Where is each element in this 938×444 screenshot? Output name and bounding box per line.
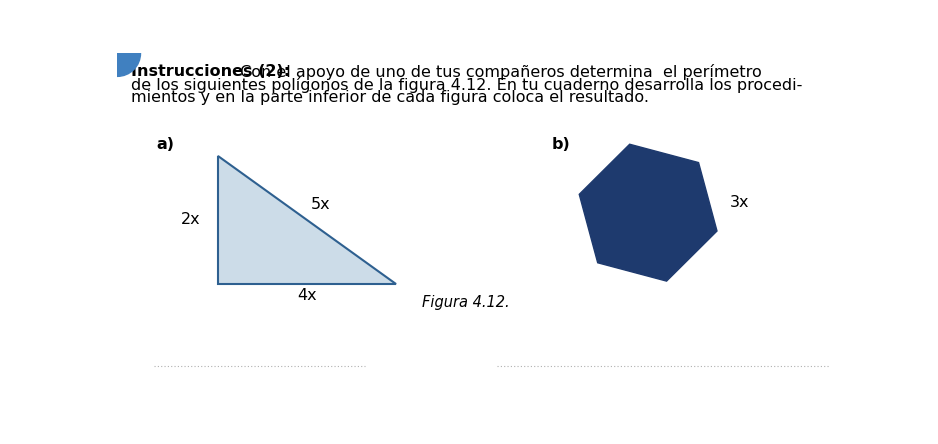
Text: 2x: 2x — [181, 212, 201, 227]
Text: 3x: 3x — [730, 195, 749, 210]
Text: Figura 4.12.: Figura 4.12. — [422, 295, 510, 310]
Text: Con el apoyo de uno de tus compañeros determina  el perímetro: Con el apoyo de uno de tus compañeros de… — [235, 64, 762, 80]
Polygon shape — [218, 156, 396, 284]
Text: Instrucciones (2):: Instrucciones (2): — [131, 64, 291, 79]
Text: a): a) — [156, 137, 174, 152]
Text: 5x: 5x — [310, 197, 330, 212]
Text: de los siguientes polígonos de la figura 4.12. En tu cuaderno desarrolla los pro: de los siguientes polígonos de la figura… — [131, 77, 803, 93]
Text: mientos y en la parte inferior de cada figura coloca el resultado.: mientos y en la parte inferior de cada f… — [131, 90, 649, 105]
Circle shape — [94, 30, 141, 76]
Text: b): b) — [552, 137, 570, 152]
Polygon shape — [580, 144, 717, 281]
Text: 4x: 4x — [297, 288, 317, 302]
